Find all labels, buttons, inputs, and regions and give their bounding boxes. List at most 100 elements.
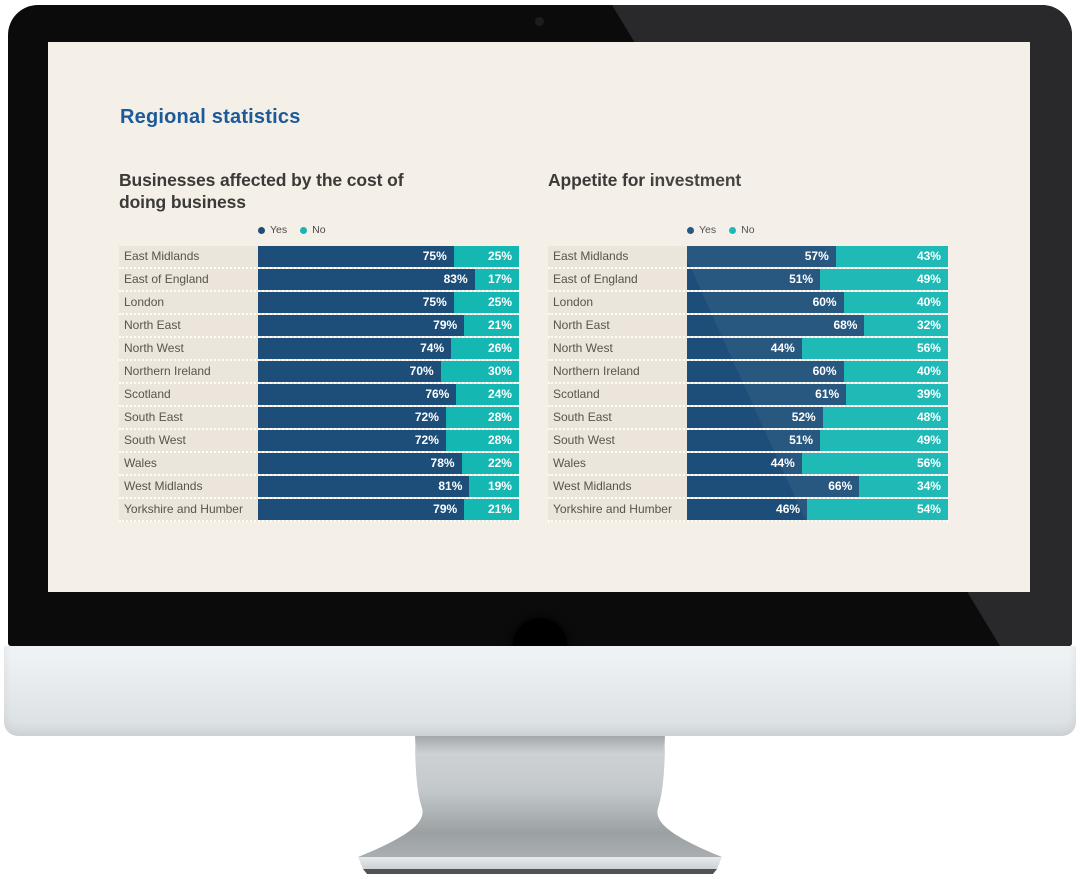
bar-segment-no: 40% [843,361,948,382]
bar-segment-no: 28% [445,430,519,451]
region-label: South East [553,410,612,424]
bar-segment-no: 24% [456,384,519,405]
bar-segment-no: 48% [822,407,948,428]
chart-row: East of England 51% 49% [548,269,948,292]
region-label: Scotland [124,387,171,401]
stacked-bar: 68% 32% [687,315,948,336]
stacked-bar: 75% 25% [258,246,519,267]
region-label: East Midlands [124,249,200,263]
bar-segment-yes: 51% [687,269,821,290]
stacked-bar: 44% 56% [687,453,948,474]
stacked-bar: 60% 40% [687,292,948,313]
stacked-bar: 78% 22% [258,453,519,474]
chart-row: London 60% 40% [548,292,948,315]
stacked-bar: 72% 28% [258,430,519,451]
stacked-bar: 74% 26% [258,338,519,359]
chart-row: Yorkshire and Humber 46% 54% [548,499,948,522]
bar-segment-yes: 81% [258,476,470,497]
page-title: Regional statistics [120,106,301,128]
region-label: North East [124,318,181,332]
stand-neck-shadow [415,736,665,754]
stacked-bar: 79% 21% [258,499,519,520]
chart-row: South West 72% 28% [119,430,519,453]
chart-title: Appetite for investment [548,170,742,190]
bar-segment-yes: 72% [258,430,446,451]
bar-segment-no: 34% [859,476,948,497]
chart-title: Businesses affected by the cost of doing… [119,170,404,212]
no-legend-dot-icon [300,226,308,234]
bar-segment-no: 25% [453,246,519,267]
chart-row: Northern Ireland 70% 30% [119,361,519,384]
stacked-bar: 46% 54% [687,499,948,520]
bar-segment-yes: 57% [687,246,836,267]
region-label: Scotland [553,387,600,401]
region-label: London [124,295,165,309]
stacked-bar: 51% 49% [687,430,948,451]
chart-row: South East 72% 28% [119,407,519,430]
bar-segment-yes: 75% [258,246,454,267]
chart-row: Scotland 61% 39% [548,384,948,407]
bar-segment-yes: 60% [687,292,844,313]
region-label: North West [124,341,184,355]
chart-row: South East 52% 48% [548,407,948,430]
chart-row: East Midlands 57% 43% [548,246,948,269]
chart-row: East of England 83% 17% [119,269,519,292]
bar-segment-no: 26% [451,338,519,359]
bar-segment-yes: 44% [687,453,802,474]
bar-segment-yes: 79% [258,499,465,520]
screen: Regional statistics Businesses affected … [48,42,1030,592]
chart-row: West Midlands 81% 19% [119,476,519,499]
region-label: Northern Ireland [124,364,211,378]
legend-label-no: No [312,224,326,236]
region-label: South East [124,410,183,424]
chart-row: North West 44% 56% [548,338,948,361]
bar-segment-no: 54% [807,499,948,520]
region-label: Wales [124,456,157,470]
yes-legend-dot-icon [258,226,265,234]
stacked-bar: 83% 17% [258,269,519,290]
chart-row: North East 68% 32% [548,315,948,338]
monitor-chin [4,646,1076,736]
bar-segment-no: 21% [464,499,519,520]
region-label: South West [124,433,186,447]
region-label: North West [553,341,613,355]
bar-segment-no: 39% [846,384,948,405]
bar-segment-no: 43% [835,246,948,267]
bar-segment-yes: 61% [687,384,847,405]
legend-label-yes: Yes [270,224,288,236]
region-label: North East [553,318,610,332]
region-label: East of England [124,272,209,286]
stacked-bar: 57% 43% [687,246,948,267]
chart-rows: East Midlands 75% 25% East of England 83% 17%… [119,246,519,522]
chart-row: West Midlands 66% 34% [548,476,948,499]
stacked-bar: 61% 39% [687,384,948,405]
bar-segment-yes: 68% [687,315,865,336]
chart-row: North West 74% 26% [119,338,519,361]
bar-segment-yes: 51% [687,430,821,451]
region-label: London [553,295,594,309]
bar-segment-yes: 83% [258,269,475,290]
bar-segment-no: 49% [820,269,948,290]
chart-legend: Yes No [258,223,519,237]
bar-segment-yes: 46% [687,499,808,520]
no-legend-dot-icon [729,226,737,234]
bar-segment-yes: 72% [258,407,446,428]
region-label: Northern Ireland [553,364,640,378]
bar-segment-yes: 75% [258,292,454,313]
stacked-bar: 51% 49% [687,269,948,290]
bar-segment-no: 25% [453,292,519,313]
stand-base-edge [363,869,717,874]
stacked-bar: 66% 34% [687,476,948,497]
yes-legend-dot-icon [687,226,694,234]
chart-row: London 75% 25% [119,292,519,315]
bar-segment-no: 17% [474,269,519,290]
bar-segment-yes: 60% [687,361,844,382]
bar-segment-no: 49% [820,430,948,451]
stacked-bar: 70% 30% [258,361,519,382]
chart-legend: Yes No [687,223,948,237]
stand-neck-foot [358,736,722,857]
bar-segment-no: 56% [801,453,948,474]
bar-segment-no: 22% [461,453,519,474]
bar-segment-yes: 52% [687,407,823,428]
